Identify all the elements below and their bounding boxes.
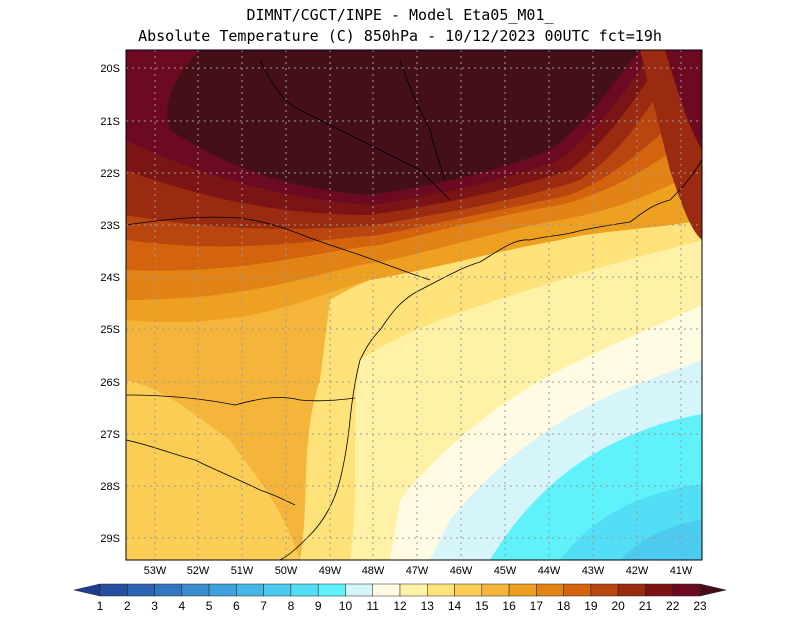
colorbar-label: 21 bbox=[639, 599, 653, 613]
lon-tick-label: 48W bbox=[362, 565, 385, 577]
latitude-axis: 20S 21S 22S 23S 24S 25S 26S 27S 28S 29S bbox=[100, 63, 120, 545]
colorbar-segment bbox=[508, 583, 537, 597]
colorbar-segment bbox=[290, 583, 319, 597]
colorbar-segment bbox=[481, 583, 510, 597]
lat-tick-label: 22S bbox=[100, 168, 120, 180]
coastline-and-borders bbox=[126, 59, 702, 560]
lon-tick-label: 47W bbox=[406, 565, 429, 577]
colorbar-segment bbox=[536, 583, 564, 597]
colorbar-label: 20 bbox=[612, 599, 626, 613]
lat-tick-label: 23S bbox=[100, 220, 120, 232]
colorbar-segment bbox=[399, 583, 428, 597]
colorbar-label: 5 bbox=[206, 599, 213, 613]
colorbar-segment bbox=[590, 583, 619, 597]
colorbar-segment bbox=[372, 583, 401, 597]
colorbar-label: 14 bbox=[448, 599, 462, 613]
lat-tick-label: 28S bbox=[100, 481, 120, 493]
lon-tick-label: 45W bbox=[494, 565, 517, 577]
lon-tick-label: 49W bbox=[319, 565, 342, 577]
colorbar-label: 2 bbox=[124, 599, 131, 613]
lat-tick-label: 26S bbox=[100, 377, 120, 389]
colorbar-segment bbox=[263, 583, 292, 597]
colorbar-label: 8 bbox=[288, 599, 295, 613]
colorbar-label: 22 bbox=[666, 599, 680, 613]
colorbar-label: 12 bbox=[393, 599, 407, 613]
colorbar-label: 10 bbox=[339, 599, 353, 613]
colorbar-segment bbox=[181, 583, 210, 597]
lon-tick-label: 51W bbox=[231, 565, 254, 577]
map-title-line-1: DIMNT/CGCT/INPE - Model Eta05_M01_ bbox=[246, 6, 554, 24]
lon-tick-label: 52W bbox=[187, 565, 210, 577]
colorbar-segment bbox=[99, 583, 128, 597]
colorbar-arrow-low bbox=[73, 583, 101, 597]
colorbar-label: 9 bbox=[315, 599, 322, 613]
colorbar-label: 3 bbox=[151, 599, 158, 613]
colorbar-segment bbox=[127, 583, 155, 597]
colorbar-segment bbox=[672, 583, 701, 597]
colorbar-arrow-high bbox=[699, 583, 727, 597]
colorbar-label: 13 bbox=[421, 599, 435, 613]
lon-tick-label: 42W bbox=[626, 565, 649, 577]
colorbar-segment bbox=[563, 583, 592, 597]
colorbar-label: 17 bbox=[530, 599, 544, 613]
lat-tick-label: 25S bbox=[100, 324, 120, 336]
colorbar-label: 4 bbox=[178, 599, 185, 613]
colorbar-segment bbox=[427, 583, 455, 597]
colorbar-label: 19 bbox=[584, 599, 598, 613]
temperature-colorbar: 1 2 3 4 5 6 7 8 9 10 11 12 13 14 15 16 17 18 19 20 21 22 23 bbox=[73, 583, 727, 613]
colorbar-label: 18 bbox=[557, 599, 571, 613]
colorbar-segment bbox=[208, 583, 237, 597]
colorbar-label: 11 bbox=[366, 599, 379, 613]
colorbar-segment bbox=[345, 583, 373, 597]
colorbar-label: 1 bbox=[97, 599, 104, 613]
colorbar-segment bbox=[317, 583, 346, 597]
colorbar-segment bbox=[617, 583, 646, 597]
lon-tick-label: 44W bbox=[538, 565, 561, 577]
lat-tick-label: 24S bbox=[100, 272, 120, 284]
lat-tick-label: 29S bbox=[100, 533, 120, 545]
lon-tick-label: 41W bbox=[670, 565, 693, 577]
colorbar-label: 7 bbox=[260, 599, 267, 613]
colorbar-segment bbox=[154, 583, 183, 597]
temperature-field bbox=[126, 50, 702, 560]
lat-tick-label: 20S bbox=[100, 63, 120, 75]
lon-tick-label: 43W bbox=[582, 565, 605, 577]
lat-tick-label: 21S bbox=[100, 116, 120, 128]
colorbar-segment bbox=[454, 583, 483, 597]
map-title-line-2: Absolute Temperature (C) 850hPa - 10/12/… bbox=[138, 27, 662, 45]
colorbar-label: 23 bbox=[693, 599, 707, 613]
colorbar-label: 15 bbox=[475, 599, 489, 613]
lon-tick-label: 53W bbox=[144, 565, 167, 577]
colorbar-segment bbox=[236, 583, 264, 597]
grid-lines bbox=[126, 50, 702, 560]
lat-tick-label: 27S bbox=[100, 429, 120, 441]
map-frame bbox=[125, 49, 703, 561]
colorbar-label: 6 bbox=[233, 599, 240, 613]
lon-tick-label: 50W bbox=[275, 565, 298, 577]
colorbar-label: 16 bbox=[502, 599, 516, 613]
colorbar-segment bbox=[645, 583, 673, 597]
lon-tick-label: 46W bbox=[450, 565, 473, 577]
longitude-axis: 53W 52W 51W 50W 49W 48W 47W 46W 45W 44W … bbox=[144, 565, 693, 577]
